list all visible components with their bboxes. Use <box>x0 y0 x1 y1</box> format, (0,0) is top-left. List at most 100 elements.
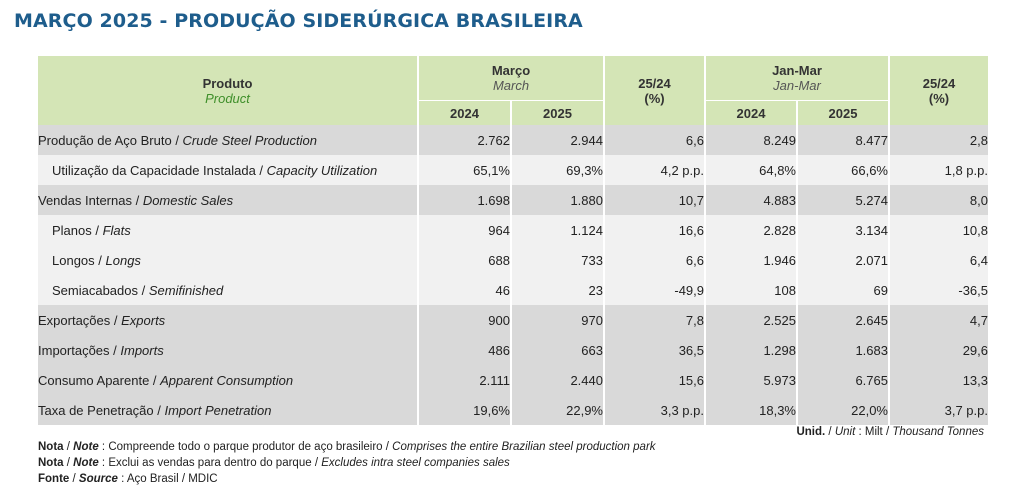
row-label-en: Capacity Utilization <box>266 162 378 178</box>
cell-janmar-2024: 8.249 <box>704 125 797 155</box>
cell-janmar-2025: 2.071 <box>796 245 889 275</box>
note-text-pt: Exclui as vendas para dentro do parque <box>108 457 312 469</box>
unit-value-en: Thousand Tonnes <box>892 426 984 438</box>
cell-march-2025: 1.124 <box>510 215 604 245</box>
cell-janmar-variation: 13,3 <box>888 365 988 395</box>
table-row: Importações / Imports 486 663 36,5 1.298 1.68… <box>38 335 988 365</box>
cell-march-variation: -49,9 <box>603 275 705 305</box>
header-march-en: March <box>492 78 530 93</box>
note-label-en: Note <box>73 441 99 453</box>
cell-janmar-2025: 69 <box>796 275 889 305</box>
header-march: Março March <box>418 56 605 101</box>
note-label-pt: Nota <box>38 441 64 453</box>
cell-march-2025: 2.440 <box>510 365 604 395</box>
row-label: Semiacabados / Semifinished <box>38 275 418 305</box>
unit-value-pt: Milt <box>864 426 883 438</box>
row-label-pt: Vendas Internas <box>38 192 132 208</box>
cell-janmar-2025: 3.134 <box>796 215 889 245</box>
cell-janmar-variation: 6,4 <box>888 245 988 275</box>
header-product-en: Product <box>205 90 250 106</box>
cell-janmar-2024: 4.883 <box>704 185 797 215</box>
unit-label-pt: Unid. <box>796 426 826 438</box>
row-label: Importações / Imports <box>38 335 418 365</box>
cell-janmar-variation: -36,5 <box>888 275 988 305</box>
cell-janmar-2025: 5.274 <box>796 185 889 215</box>
header-janmar-en: Jan-Mar <box>773 78 821 93</box>
unit-note: Unid. / Unit : Milt / Thousand Tonnes <box>796 426 984 438</box>
cell-march-variation: 10,7 <box>603 185 705 215</box>
cell-janmar-2024: 2.525 <box>704 305 797 335</box>
cell-janmar-variation: 1,8 p.p. <box>888 155 988 185</box>
cell-march-2024: 2.111 <box>417 365 511 395</box>
row-label-en: Apparent Consumption <box>160 372 294 388</box>
header-march-pt: Março <box>491 63 531 78</box>
cell-march-2024: 964 <box>417 215 511 245</box>
cell-march-variation: 36,5 <box>603 335 705 365</box>
cell-janmar-2025: 6.765 <box>796 365 889 395</box>
cell-march-2025: 2.944 <box>510 125 604 155</box>
row-label: Vendas Internas / Domestic Sales <box>38 185 418 215</box>
cell-janmar-2025: 66,6% <box>796 155 889 185</box>
page-title: MARÇO 2025 - PRODUÇÃO SIDERÚRGICA BRASIL… <box>14 10 583 32</box>
row-label-en: Crude Steel Production <box>182 132 317 148</box>
cell-march-2024: 46 <box>417 275 511 305</box>
source-label-pt: Fonte <box>38 473 70 485</box>
row-label-pt: Importações <box>38 342 110 358</box>
header-janmar-2024: 2024 <box>705 100 798 125</box>
cell-janmar-2024: 108 <box>704 275 797 305</box>
cell-march-variation: 7,8 <box>603 305 705 335</box>
table-row: Produção de Aço Bruto / Crude Steel Prod… <box>38 125 988 155</box>
cell-march-2025: 663 <box>510 335 604 365</box>
unit-label-en: Unit <box>834 426 856 438</box>
note-line: Nota / Note : Compreende todo o parque p… <box>38 441 656 453</box>
header-product: Produto Product <box>38 56 419 125</box>
cell-march-2025: 23 <box>510 275 604 305</box>
table-row: Semiacabados / Semifinished 46 23 -49,9 108 6… <box>38 275 988 305</box>
cell-janmar-2024: 1.946 <box>704 245 797 275</box>
cell-march-2024: 1.698 <box>417 185 511 215</box>
note-text-en: Comprises the entire Brazilian steel pro… <box>392 441 656 453</box>
row-label: Utilização da Capacidade Instalada / Cap… <box>38 155 418 185</box>
header-march-variation: 25/24 (%) <box>604 56 706 125</box>
cell-march-variation: 6,6 <box>603 245 705 275</box>
cell-janmar-variation: 29,6 <box>888 335 988 365</box>
cell-march-2024: 688 <box>417 245 511 275</box>
row-label-pt: Consumo Aparente <box>38 372 150 388</box>
header-march-2025: 2025 <box>511 100 605 125</box>
cell-janmar-variation: 8,0 <box>888 185 988 215</box>
row-label-pt: Taxa de Penetração <box>38 402 154 418</box>
row-label-en: Imports <box>120 342 164 358</box>
row-label-en: Import Penetration <box>164 402 272 418</box>
header-var-unit: (%) <box>928 90 950 106</box>
cell-march-2025: 970 <box>510 305 604 335</box>
cell-march-2025: 1.880 <box>510 185 604 215</box>
cell-march-2024: 2.762 <box>417 125 511 155</box>
row-label-pt: Produção de Aço Bruto <box>38 132 172 148</box>
header-var-unit: (%) <box>644 90 665 106</box>
table-row: Longos / Longs 688 733 6,6 1.946 2.071 6,4 <box>38 245 988 275</box>
cell-march-2024: 486 <box>417 335 511 365</box>
cell-janmar-variation: 4,7 <box>888 305 988 335</box>
row-label-pt: Planos <box>52 222 92 238</box>
row-label-pt: Longos <box>52 252 95 268</box>
cell-march-variation: 4,2 p.p. <box>603 155 705 185</box>
note-label-pt: Nota <box>38 457 64 469</box>
cell-janmar-variation: 3,7 p.p. <box>888 395 988 425</box>
cell-janmar-2024: 1.298 <box>704 335 797 365</box>
header-janmar: Jan-Mar Jan-Mar <box>705 56 890 101</box>
row-label-en: Flats <box>102 222 131 238</box>
note-line: Nota / Note : Exclui as vendas para dent… <box>38 457 510 469</box>
row-label: Produção de Aço Bruto / Crude Steel Prod… <box>38 125 418 155</box>
row-label-en: Domestic Sales <box>142 192 234 208</box>
note-text-pt: Compreende todo o parque produtor de aço… <box>108 441 383 453</box>
steel-production-table: Produto Product Março March 25/24 (%) Ja… <box>38 56 988 425</box>
cell-janmar-2024: 2.828 <box>704 215 797 245</box>
note-text-en: Excludes intra steel companies sales <box>321 457 510 469</box>
source-label-en: Source <box>78 473 118 485</box>
cell-march-variation: 3,3 p.p. <box>603 395 705 425</box>
source-text: Aço Brasil / MDIC <box>126 473 218 485</box>
table-row: Exportações / Exports 900 970 7,8 2.525 2.645… <box>38 305 988 335</box>
cell-march-2024: 900 <box>417 305 511 335</box>
cell-janmar-variation: 10,8 <box>888 215 988 245</box>
footer-notes: Nota / Note : Compreende todo o parque p… <box>38 439 656 487</box>
